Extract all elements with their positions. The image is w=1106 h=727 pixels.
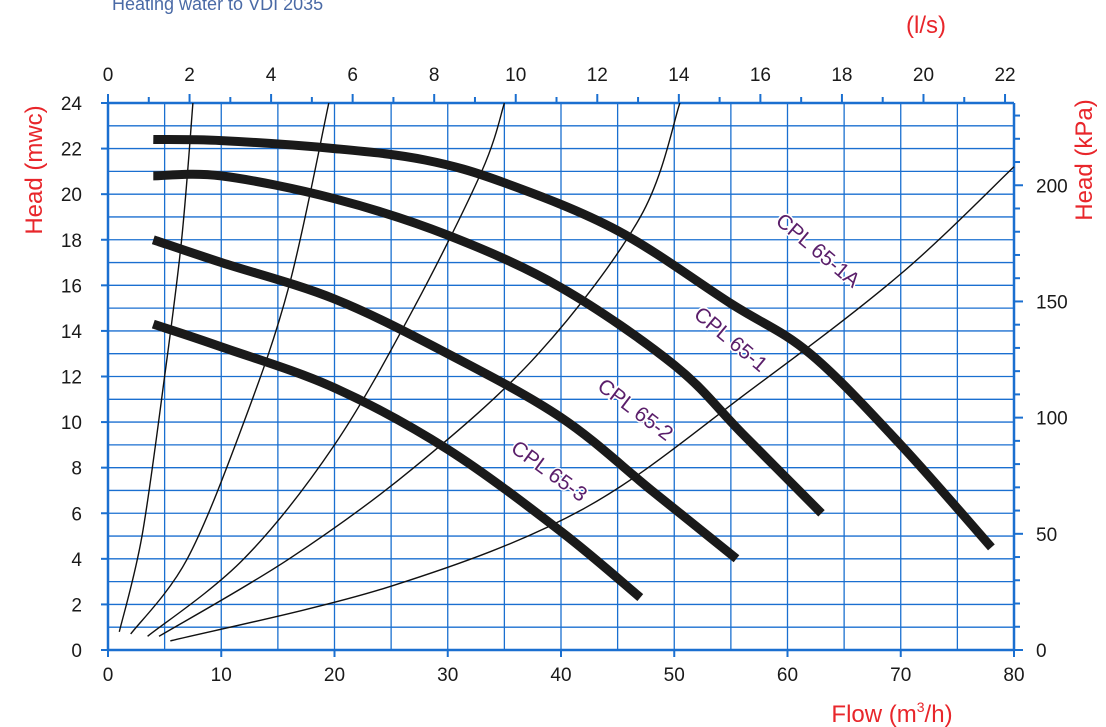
y-axis-title: Head (mwc) (21, 105, 48, 234)
y-tick-label: 12 (61, 368, 82, 389)
y-tick-label: 2 (71, 595, 82, 616)
axis-labels: Head (mwc) Head (kPa) (l/s) Flow (m3/h) (21, 12, 1098, 727)
y-tick-label: 8 (71, 459, 82, 480)
system-curve-5 (170, 166, 1015, 642)
y-tick-label: 10 (61, 413, 82, 434)
x2-tick-label: 8 (429, 65, 440, 86)
x2-axis-title: (l/s) (906, 12, 946, 39)
y2-tick-label: 100 (1036, 409, 1068, 430)
x2-tick-label: 10 (505, 65, 526, 86)
y-tick-label: 6 (71, 504, 82, 525)
y2-tick-label: 50 (1036, 525, 1057, 546)
x2-tick-label: 22 (994, 65, 1015, 86)
chart-annotation: Heating water to VDI 2035 (112, 0, 324, 14)
axes: 0 10 20 30 40 50 60 70 800 2 4 6 8 10 12 14 16 18 20 220246… (61, 65, 1068, 686)
y2-tick-label: 150 (1036, 292, 1068, 313)
x2-tick-label: 18 (831, 65, 852, 86)
series-label-3: CPL 65-2 (593, 374, 677, 445)
x-tick-label: 50 (664, 665, 685, 686)
pump-curve-4 (151, 319, 644, 602)
x-tick-label: 40 (550, 665, 571, 686)
x-tick-label: 20 (324, 665, 345, 686)
x2-tick-label: 4 (266, 65, 277, 86)
series-label-1: CPL 65-1A (771, 209, 864, 292)
x-tick-label: 80 (1003, 665, 1024, 686)
system-curve-4 (158, 102, 681, 637)
x-tick-label: 60 (777, 665, 798, 686)
x2-tick-label: 20 (913, 65, 934, 86)
x2-tick-label: 14 (668, 65, 690, 86)
y-tick-label: 24 (61, 94, 83, 115)
y-tick-label: 14 (61, 322, 83, 343)
y2-axis-title: Head (kPa) (1071, 99, 1098, 220)
y2-tick-label: 0 (1036, 641, 1047, 662)
system-curve-2 (130, 102, 330, 635)
x-tick-label: 10 (211, 665, 232, 686)
y-tick-label: 22 (61, 140, 82, 161)
x2-tick-label: 12 (587, 65, 608, 86)
x2-tick-label: 6 (347, 65, 358, 86)
x-tick-label: 30 (437, 665, 458, 686)
x-axis-title-base: Flow (m (831, 701, 916, 727)
system-curve-1 (118, 102, 194, 632)
grid (107, 102, 1015, 651)
x-tick-label: 0 (103, 665, 114, 686)
y-tick-label: 18 (61, 231, 82, 252)
x2-tick-label: 2 (184, 65, 195, 86)
x2-tick-label: 0 (103, 65, 114, 86)
x-axis-title-sup: 3 (917, 699, 925, 715)
y-tick-label: 0 (71, 641, 82, 662)
system-curve-3 (147, 102, 506, 637)
pump-curve-2 (153, 169, 825, 517)
y-tick-label: 4 (71, 550, 82, 571)
y-tick-label: 16 (61, 276, 82, 297)
y-tick-label: 20 (61, 185, 82, 206)
pump-curve-3 (151, 235, 740, 563)
x-axis-title: Flow (m3/h) (831, 699, 952, 727)
x-axis-title-end: /h) (925, 701, 953, 727)
pump-curve-1 (153, 135, 995, 551)
x2-tick-label: 16 (750, 65, 771, 86)
y2-tick-label: 200 (1036, 176, 1068, 197)
x-tick-label: 70 (890, 665, 911, 686)
